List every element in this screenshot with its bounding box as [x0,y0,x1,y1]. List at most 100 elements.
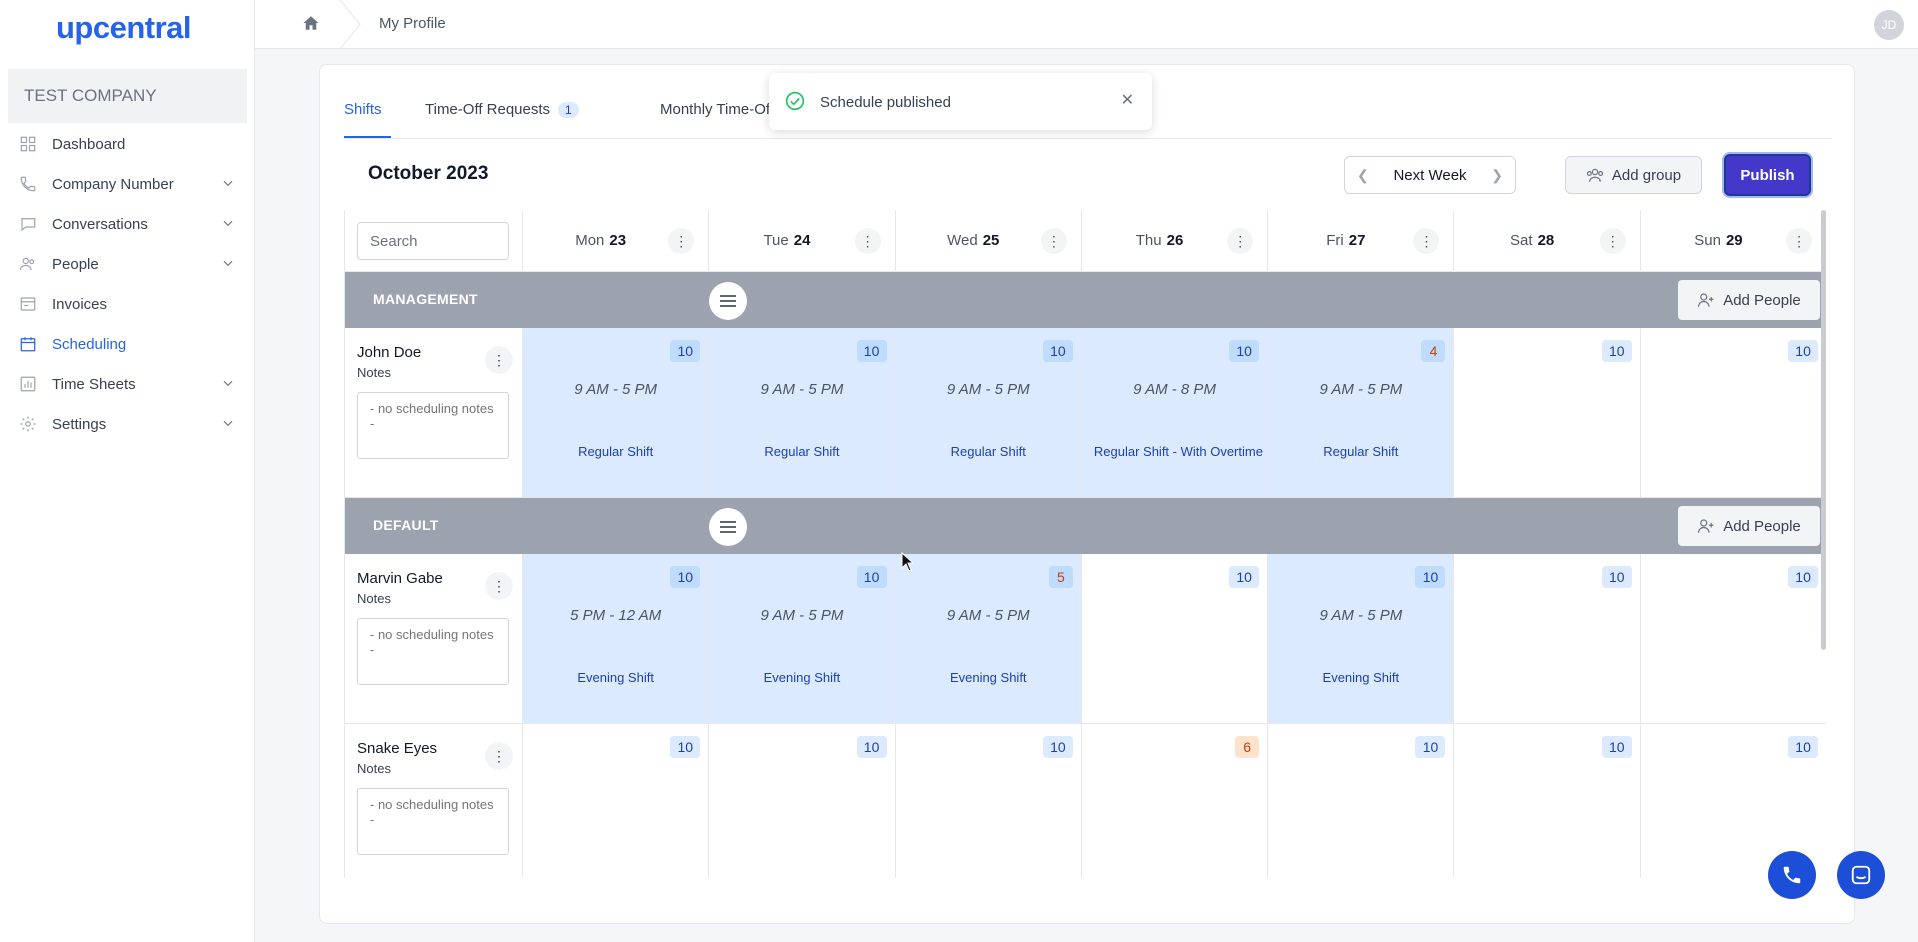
close-icon[interactable]: ✕ [1120,92,1134,109]
empty-shift-cell[interactable]: 10 [523,724,710,878]
shift-cell[interactable]: 10 9 AM - 5 PM Regular Shift [895,328,1082,498]
sidebar-item-conversations[interactable]: Conversations [0,204,255,244]
search-input[interactable] [357,222,509,260]
grid-scrollbar[interactable] [1821,210,1826,650]
home-icon[interactable] [302,14,320,37]
shift-name[interactable]: Regular Shift [764,444,840,459]
empty-shift-cell[interactable]: 10 [896,724,1082,878]
empty-shift-cell[interactable]: 10 [1455,724,1641,878]
empty-shift-cell[interactable]: 10 [1640,554,1826,724]
call-button[interactable] [1768,851,1816,899]
active-tab-indicator [344,136,391,138]
more-vertical-icon[interactable]: ⋮ [1227,228,1254,254]
availability-count-badge: 10 [1788,566,1819,588]
person-name[interactable]: John Doe [357,344,422,361]
chevron-left-icon[interactable]: ❮ [1357,166,1369,183]
empty-shift-cell[interactable]: 10 [709,724,896,878]
sidebar-item-time-sheets[interactable]: Time Sheets [0,364,255,404]
more-vertical-icon[interactable]: ⋮ [668,228,695,254]
day-of-week: Sun [1694,232,1721,249]
week-label[interactable]: Next Week [1393,166,1467,184]
shift-name[interactable]: Regular Shift [578,444,654,459]
sidebar-item-label: Scheduling [52,335,127,353]
shift-time: 9 AM - 8 PM [1133,381,1216,398]
chevron-down-icon[interactable] [221,416,235,434]
day-of-week: Wed [947,232,978,249]
availability-count-badge: 10 [1415,736,1446,758]
drag-handle-icon[interactable] [709,508,747,546]
company-name[interactable]: TEST COMPANY [8,69,247,123]
shift-cell[interactable]: 10 9 AM - 5 PM Evening Shift [1268,554,1455,724]
chevron-down-icon[interactable] [221,176,235,194]
tab-label: Time-Off Requests [425,101,551,118]
shift-cell[interactable]: 10 9 AM - 5 PM Evening Shift [709,554,896,724]
chevron-down-icon[interactable] [221,376,235,394]
empty-shift-cell[interactable]: 10 [1268,724,1455,878]
sidebar-item-settings[interactable]: Settings [0,404,255,444]
add-people-button[interactable]: Add People [1678,280,1820,320]
sidebar-item-people[interactable]: People [0,244,255,284]
empty-shift-cell[interactable]: 6 [1082,724,1269,878]
sidebar-item-label: Invoices [52,295,108,313]
shift-name[interactable]: Regular Shift [1323,444,1399,459]
scheduling-notes-field[interactable] [357,392,509,459]
sidebar-item-company-number[interactable]: Company Number [0,164,255,204]
app-logo[interactable]: upcentral [56,10,192,45]
day-date: 26 [1166,232,1184,249]
chevron-down-icon[interactable] [221,216,235,234]
add-people-button[interactable]: Add People [1678,506,1820,546]
shift-cell[interactable]: 5 9 AM - 5 PM Evening Shift [895,554,1082,724]
day-header-thu: Thu 26 ⋮ [1081,210,1269,272]
shift-name[interactable]: Evening Shift [1322,670,1400,685]
shift-cell[interactable]: 10 9 AM - 8 PM Regular Shift - With Overti… [1081,328,1269,498]
scheduling-notes-field[interactable] [357,618,509,685]
day-header-sat: Sat 28 ⋮ [1454,210,1641,272]
avatar[interactable]: JD [1874,10,1904,40]
person-name[interactable]: Snake Eyes [357,740,438,757]
sidebar-item-dashboard[interactable]: Dashboard [0,124,255,164]
shift-time: 9 AM - 5 PM [574,381,658,398]
add-group-button[interactable]: Add group [1565,156,1702,194]
more-vertical-icon[interactable]: ⋮ [485,572,513,600]
person-name[interactable]: Marvin Gabe [357,570,443,587]
tab-monthly-time-off[interactable]: Monthly Time-Off V [660,101,788,118]
more-vertical-icon[interactable]: ⋮ [485,742,513,770]
more-vertical-icon[interactable]: ⋮ [1599,228,1626,254]
empty-shift-cell[interactable]: 10 [1081,554,1269,724]
more-vertical-icon[interactable]: ⋮ [1413,228,1440,254]
availability-count-badge: 10 [1042,340,1073,362]
chevron-down-icon[interactable] [221,256,235,274]
shift-name[interactable]: Regular Shift - With Overtime [1093,444,1263,459]
day-header-mon: Mon 23 ⋮ [523,210,710,272]
shift-name[interactable]: Evening Shift [577,670,654,685]
person-cell: Snake Eyes Notes ⋮ [345,724,523,878]
shift-cell[interactable]: 10 5 PM - 12 AM Evening Shift [523,554,710,724]
empty-shift-cell[interactable]: 10 [1641,724,1826,878]
shift-name[interactable]: Evening Shift [949,670,1027,685]
shift-cell[interactable]: 10 9 AM - 5 PM Regular Shift [523,328,710,498]
more-vertical-icon[interactable]: ⋮ [854,228,881,254]
shift-name[interactable]: Regular Shift [950,444,1026,459]
publish-button[interactable]: Publish [1724,154,1811,196]
drag-handle-icon[interactable] [709,282,747,320]
empty-shift-cell[interactable]: 10 [1454,554,1641,724]
shift-name[interactable]: Evening Shift [763,670,841,685]
tab-time-off-requests[interactable]: Time-Off Requests 1 [425,101,579,118]
more-vertical-icon[interactable]: ⋮ [485,346,513,374]
sidebar-item-invoices[interactable]: Invoices [0,284,255,324]
scheduling-notes-field[interactable] [357,788,509,855]
add-person-icon [1698,293,1714,307]
empty-shift-cell[interactable]: 10 [1640,328,1826,498]
shift-time: 5 PM - 12 AM [570,607,662,624]
more-vertical-icon[interactable]: ⋮ [1786,228,1813,254]
more-vertical-icon[interactable]: ⋮ [1040,228,1067,254]
empty-shift-cell[interactable]: 10 [1454,328,1641,498]
shift-cell[interactable]: 10 9 AM - 5 PM Regular Shift [709,328,896,498]
sidebar-item-scheduling[interactable]: Scheduling [0,324,255,364]
tab-shifts[interactable]: Shifts [344,101,382,118]
chat-widget-button[interactable] [1837,851,1885,899]
chevron-right-icon[interactable]: ❯ [1491,166,1503,183]
breadcrumb: My Profile [379,15,446,32]
shift-cell[interactable]: 4 9 AM - 5 PM Regular Shift [1268,328,1455,498]
